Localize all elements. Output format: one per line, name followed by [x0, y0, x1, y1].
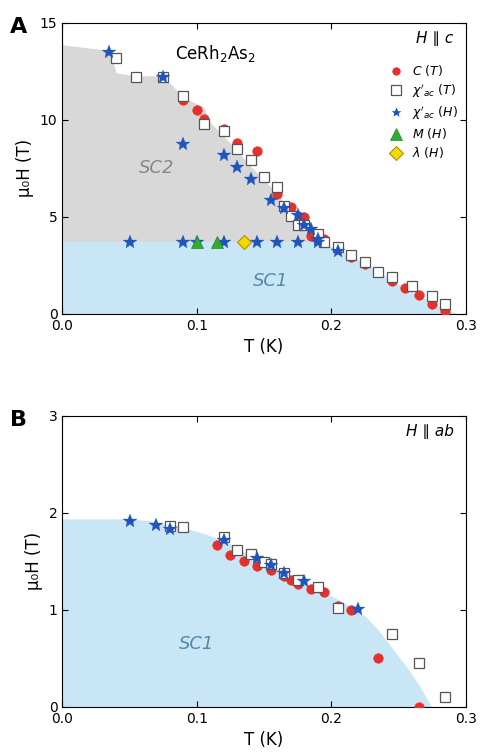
Text: B: B	[10, 410, 27, 430]
Text: H ∥ ab: H ∥ ab	[406, 424, 454, 439]
Text: SC1: SC1	[179, 635, 215, 653]
Polygon shape	[62, 23, 324, 242]
Text: CeRh$_2$As$_2$: CeRh$_2$As$_2$	[175, 43, 256, 64]
X-axis label: T (K): T (K)	[244, 731, 284, 749]
Y-axis label: μ₀H (T): μ₀H (T)	[16, 139, 35, 197]
Text: SC1: SC1	[253, 271, 288, 290]
Y-axis label: μ₀H (T): μ₀H (T)	[25, 532, 43, 590]
Text: A: A	[10, 17, 27, 37]
Text: SC2: SC2	[139, 159, 174, 177]
Legend: $C$ $(T)$, $\chi'_{ac}$ $(T)$, $\chi'_{ac}$ $(H)$, $M$ $(H)$, $\lambda$ $(H)$: $C$ $(T)$, $\chi'_{ac}$ $(T)$, $\chi'_{a…	[379, 58, 463, 165]
X-axis label: T (K): T (K)	[244, 338, 284, 356]
Text: H ∥ c: H ∥ c	[416, 32, 454, 47]
